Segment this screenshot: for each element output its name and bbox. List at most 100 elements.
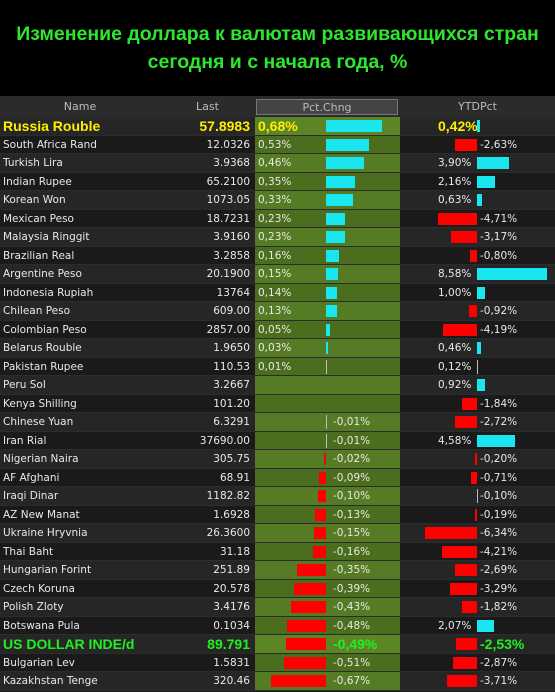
header-ytd-pct[interactable]: YTDPct [458, 100, 497, 113]
last-value: 3.4176 [213, 601, 250, 613]
table-row[interactable]: Bulgarian Lev 1.5831 -0,51% -2,87% [0, 653, 555, 672]
pct-column-bg [255, 413, 400, 431]
currency-name: Chinese Yuan [3, 416, 74, 428]
pct-column-bg [255, 376, 400, 394]
header-last[interactable]: Last [196, 100, 219, 113]
pct-change-bar [326, 305, 337, 317]
table-row[interactable]: Mexican Peso 18.7231 0,23% -4,71% [0, 209, 555, 228]
currency-name: Thai Baht [3, 545, 54, 558]
table-row[interactable]: Kazakhstan Tenge 320.46 -0,67% -3,71% [0, 672, 555, 691]
table-row[interactable]: Hungarian Forint 251.89 -0,35% -2,69% [0, 561, 555, 580]
table-row[interactable]: Iran Rial 37690.00 -0,01% 4,58% [0, 431, 555, 450]
pct-change-bar [290, 601, 326, 613]
last-value: 3.9368 [213, 157, 250, 169]
table-row[interactable]: Brazilian Real 3.2858 0,16% -0,80% [0, 246, 555, 265]
ytd-pct-bar [477, 175, 495, 188]
pct-change-bar [297, 564, 326, 576]
table-row[interactable]: Indonesia Rupiah 13764 0,14% 1,00% [0, 283, 555, 302]
table-row[interactable]: Nigerian Naira 305.75 -0,02% -0,20% [0, 450, 555, 469]
ytd-pct-bar [477, 194, 483, 206]
header-pct-chng[interactable]: Pct.Chng [256, 99, 398, 115]
ytd-pct-bar [454, 564, 477, 576]
ytd-pct-bar [456, 638, 477, 650]
pct-change-bar [326, 268, 339, 280]
ytd-pct-label: 0,63% [438, 194, 472, 206]
pct-column-bg [255, 357, 400, 375]
table-row[interactable]: Ukraine Hryvnia 26.3600 -0,15% -6,34% [0, 524, 555, 543]
table-row[interactable]: South Africa Rand 12.0326 0,53% -2,63% [0, 135, 555, 154]
table-row[interactable]: Belarus Rouble 1.9650 0,03% 0,46% [0, 339, 555, 358]
table-row[interactable]: Indian Rupee 65.2100 0,35% 2,16% [0, 172, 555, 191]
ytd-pct-label: 4,58% [438, 434, 472, 447]
table-header: Name Last Pct.Chng YTDPct [0, 96, 555, 118]
last-value: 3.9160 [213, 231, 250, 243]
table-row[interactable]: Botswana Pula 0.1034 -0,48% 2,07% [0, 616, 555, 635]
pct-change-bar [284, 656, 326, 669]
table-row[interactable]: Pakistan Rupee 110.53 0,01% 0,12% [0, 357, 555, 376]
table-row[interactable]: Korean Won 1073.05 0,33% 0,63% [0, 191, 555, 210]
pct-change-label: 0,35% [258, 175, 292, 188]
last-value: 101.20 [213, 397, 250, 410]
ytd-pct-bar [475, 508, 477, 521]
last-value: 6.3291 [213, 416, 250, 428]
pct-change-bar [326, 212, 345, 225]
pct-column-bg [255, 542, 400, 560]
pct-change-label: 0,15% [258, 268, 292, 280]
pct-change-bar [326, 120, 382, 132]
currency-name: Iran Rial [3, 434, 47, 447]
ytd-pct-label: -0,19% [480, 508, 518, 521]
pct-change-label: -0,48% [333, 619, 371, 632]
table-row[interactable]: Colombian Peso 2857.00 0,05% -4,19% [0, 320, 555, 339]
table-row[interactable]: Kenya Shilling 101.20 -1,84% [0, 394, 555, 413]
table-row[interactable]: US DOLLAR INDE/d 89.791 -0,49% -2,53% [0, 635, 555, 654]
ytd-pct-label: -2,87% [480, 656, 518, 669]
table-row[interactable]: Chinese Yuan 6.3291 -0,01% -2,72% [0, 413, 555, 432]
pct-change-bar [317, 490, 326, 502]
last-value: 1.5831 [213, 656, 250, 669]
pct-change-label: -0,01% [333, 434, 371, 447]
last-value: 3.2858 [213, 249, 250, 262]
ytd-pct-label: -0,10% [480, 490, 518, 502]
currency-name: Nigerian Naira [3, 453, 79, 465]
currency-name: AZ New Manat [3, 508, 80, 521]
table-row[interactable]: Turkish Lira 3.9368 0,46% 3,90% [0, 154, 555, 173]
ytd-pct-label: 0,92% [438, 379, 472, 391]
ytd-pct-label: -1,82% [480, 601, 518, 613]
pct-change-label: -0,15% [333, 527, 371, 539]
table-row[interactable]: Malaysia Ringgit 3.9160 0,23% -3,17% [0, 228, 555, 247]
last-value: 65.2100 [206, 175, 250, 188]
table-row[interactable]: Polish Zloty 3.4176 -0,43% -1,82% [0, 598, 555, 617]
currency-name: Belarus Rouble [3, 342, 82, 354]
ytd-pct-bar [462, 601, 477, 613]
last-value: 89.791 [207, 636, 250, 652]
pct-column-bg [255, 579, 400, 597]
table-row[interactable]: AF Afghani 68.91 -0,09% -0,71% [0, 468, 555, 487]
pct-change-label: -0,01% [333, 416, 371, 428]
last-value: 37690.00 [199, 434, 250, 447]
ytd-pct-label: 0,12% [438, 360, 472, 373]
ytd-pct-bar [469, 305, 477, 317]
pct-change-bar [326, 194, 354, 206]
pct-change-bar [326, 415, 327, 429]
table-row[interactable]: Russia Rouble 57.8983 0,68% 0,42% [0, 117, 555, 136]
table-row[interactable]: Argentine Peso 20.1900 0,15% 8,58% [0, 265, 555, 284]
table-row[interactable]: Czech Koruna 20.578 -0,39% -3,29% [0, 579, 555, 598]
table-row[interactable]: AZ New Manat 1.6928 -0,13% -0,19% [0, 505, 555, 524]
currency-name: AF Afghani [3, 471, 60, 484]
table-row[interactable]: Iraqi Dinar 1182.82 -0,10% -0,10% [0, 487, 555, 506]
ytd-pct-label: -2,63% [480, 138, 518, 151]
chart-title: Изменение доллара к валютам развивающихс… [0, 0, 555, 96]
pct-change-bar [326, 231, 345, 243]
table-row[interactable]: Peru Sol 3.2667 0,92% [0, 376, 555, 395]
pct-change-bar [326, 157, 364, 169]
currency-name: Brazilian Real [3, 249, 75, 262]
table-row[interactable]: Thai Baht 31.18 -0,16% -4,21% [0, 542, 555, 561]
pct-change-label: 0,03% [258, 342, 292, 354]
ytd-pct-bar [450, 582, 477, 595]
header-name[interactable]: Name [63, 100, 97, 113]
currency-name: Turkish Lira [3, 157, 63, 169]
ytd-pct-label: -4,71% [480, 212, 518, 225]
title-line-2: сегодня и с начала года, % [147, 51, 408, 73]
currency-name: Mexican Peso [3, 212, 74, 225]
table-row[interactable]: Chilean Peso 609.00 0,13% -0,92% [0, 302, 555, 321]
